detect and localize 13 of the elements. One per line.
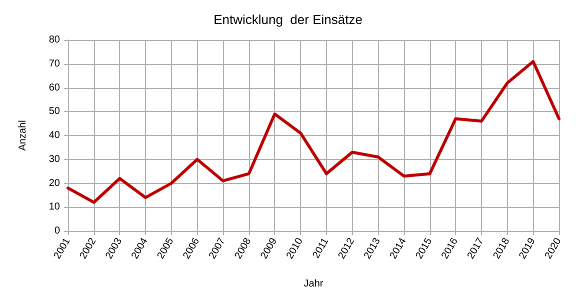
y-tick-label: 20 [48,178,60,189]
y-tick-label: 30 [48,154,60,165]
y-tick-label: 60 [48,82,60,94]
chart-title: Entwicklung der Einsätze [214,12,362,27]
x-axis-title: Jahr [304,278,324,290]
y-tick-label: 80 [48,34,60,46]
y-tick-label: 10 [48,202,60,213]
line-series [66,60,560,204]
y-tick-label: 50 [48,106,60,118]
y-tick-label: 0 [54,226,60,236]
y-tick-label: 70 [48,58,60,70]
y-tick-label: 40 [48,130,60,141]
y-axis-title: Anzahl [18,120,28,151]
